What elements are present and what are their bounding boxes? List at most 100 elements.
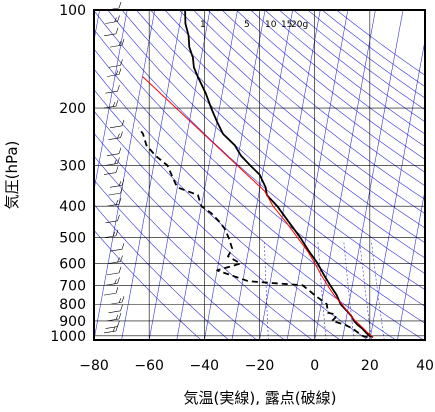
wind-barbs [103,1,125,334]
wind-barb [108,131,123,140]
x-tick-label: 40 [416,358,434,374]
dry-adiabat-line [94,68,396,340]
wind-barb [103,27,119,37]
mixing-ratio-line [343,240,355,340]
y-tick-label: 100 [59,3,86,19]
mixing-ratio-line [317,240,327,340]
wind-barb [109,119,125,129]
x-tick-label: 0 [310,358,319,374]
x-axis-title: 気温(実線), 露点(破線) [184,389,337,407]
wind-barb [103,324,119,334]
x-tick-label: −20 [245,358,275,374]
wind-barb [108,187,123,196]
y-tick-label: 200 [59,101,86,117]
mixing-ratio-label: 15 [281,20,292,30]
isotherm-line [148,10,211,340]
dry-adiabat-line [94,48,424,340]
plot-frame [93,9,426,341]
isotherm-line [259,10,321,340]
y-tick-label: 1000 [50,329,86,345]
x-tick-label: −80 [79,358,109,374]
isotherm-line [341,10,404,340]
dry-adiabat-line [207,10,425,187]
wind-barb [105,320,120,329]
wind-barb [103,229,119,239]
dry-adiabat-line [94,155,285,340]
wind-barb [106,198,122,207]
x-tick-label: −40 [190,358,220,374]
dry-adiabat-line [279,10,425,123]
dry-adiabat-line [307,10,425,99]
mixing-ratio-label: 1 [200,20,206,30]
isotherm-line [121,10,183,340]
y-tick-label: 600 [59,257,86,273]
wind-barb [105,277,120,286]
wind-barb [108,255,123,264]
dry-adiabat-line [178,10,425,214]
wind-barb [106,312,122,322]
dry-adiabat-line [94,132,313,340]
dry-adiabat-line [221,10,425,173]
x-tick-label: −60 [134,358,164,374]
wind-barb [109,39,125,48]
isotherm-line [424,338,425,340]
dry-adiabat-line [107,10,425,291]
wind-barb [109,296,125,305]
y-tick-label: 800 [59,297,86,313]
wind-barb [105,15,120,24]
y-axis-title: 気圧(hPa) [3,141,21,210]
wind-barb [106,68,122,77]
y-tick-label: 700 [59,278,86,294]
wind-barb [103,287,119,296]
dry-adiabat-line [94,89,369,340]
dry-adiabat-line [94,229,202,340]
isotherm-line [176,10,238,340]
parcel-profile-line [142,76,374,338]
wind-barb [103,99,119,109]
wind-barb [109,243,125,252]
y-tick-label: 400 [59,199,86,215]
dry-adiabat-line [164,10,425,229]
isotherm-line [314,10,376,340]
isotherm-line [94,10,156,340]
dry-adiabat-line [236,10,425,160]
dry-adiabat-line [136,10,425,259]
wind-barb [105,214,120,224]
wind-barb [108,59,123,68]
isotherm-line [369,38,425,340]
isotherm-line [231,10,293,340]
dry-adiabat-line [250,10,425,147]
mixing-ratio-label: 5 [244,20,250,30]
dry-adiabat-line [150,10,425,244]
wind-barb [105,85,120,94]
dry-adiabat-line [121,10,425,275]
dry-adiabat-line [94,29,425,324]
dry-adiabat-line [94,204,229,340]
y-tick-label: 900 [59,314,86,330]
wind-barb [108,304,123,314]
dry-adiabat-line [94,110,341,340]
isotherm-line [94,10,128,192]
isotherm-line [397,188,425,340]
y-tick-label: 300 [59,158,86,174]
dry-adiabat-line [193,10,425,200]
x-tick-label: 20 [361,358,379,374]
mixing-ratio-line [264,240,269,340]
mixing-ratio-label: 10 [265,20,277,30]
profiles [137,10,374,339]
y-tick-label: 500 [59,231,86,247]
mixing-ratio-line [371,240,385,340]
isotherm-line [286,10,349,340]
wind-barb [109,179,125,188]
wind-barb [106,266,122,276]
wind-barb [106,1,122,11]
temperature-profile-line [184,10,374,339]
wind-barb [105,157,120,166]
wind-barb [106,147,122,156]
dry-adiabat-line [94,179,257,340]
x-tick-labels: −80 −60 −40 −20 0 20 40 [79,358,434,374]
dry-adiabat-line [94,10,425,307]
